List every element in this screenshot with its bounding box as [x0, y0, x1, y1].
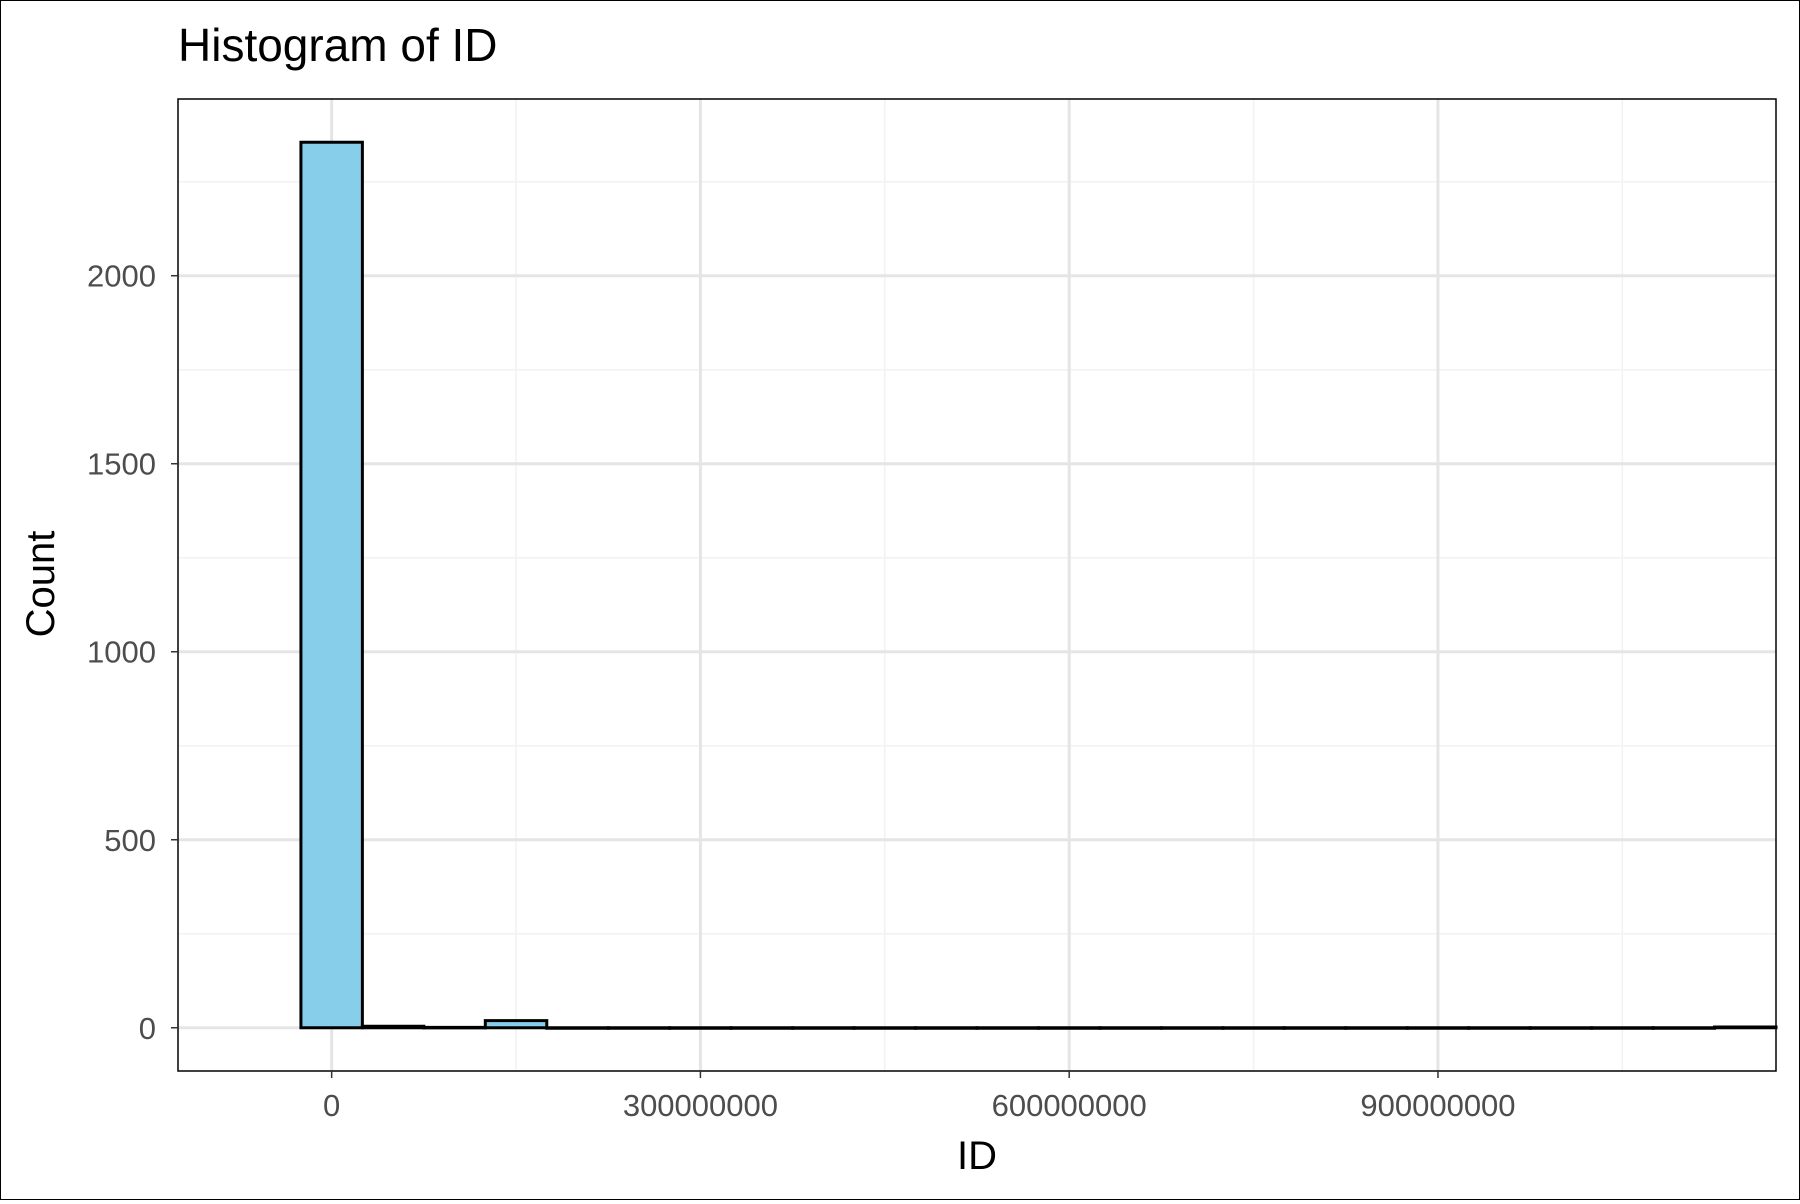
x-tick-label: 0 — [323, 1088, 340, 1123]
histogram-bar — [1651, 1026, 1717, 1030]
x-tick-label: 600000000 — [992, 1088, 1147, 1123]
histogram-bar — [975, 1026, 1040, 1030]
histogram-bar — [360, 1024, 426, 1030]
minor-gridlines — [178, 99, 1776, 1071]
histogram-bar — [1528, 1026, 1594, 1030]
x-tick-label: 900000000 — [1360, 1088, 1515, 1123]
histogram-bar — [483, 1019, 549, 1030]
histogram-bar — [1221, 1026, 1286, 1030]
y-axis-ticks: 0 500 1000 1500 2000 — [87, 259, 178, 1046]
histogram-bar — [914, 1026, 979, 1030]
histogram-bar — [791, 1026, 856, 1030]
y-tick-label: 1000 — [87, 635, 156, 670]
y-tick-label: 500 — [104, 823, 156, 858]
histogram-bar — [1098, 1026, 1163, 1030]
histogram-bar — [1036, 1026, 1102, 1030]
histogram-bar — [1467, 1026, 1532, 1030]
histogram-bar — [299, 140, 364, 1030]
y-axis-title: Count — [19, 531, 63, 638]
histogram-bar — [1405, 1026, 1471, 1030]
y-tick-label: 1500 — [87, 447, 156, 482]
histogram-bar — [1159, 1026, 1225, 1030]
histogram-bar — [729, 1026, 795, 1030]
x-axis-ticks: 0 300000000 600000000 900000000 — [323, 1071, 1516, 1123]
histogram-bar — [1713, 1025, 1778, 1030]
x-tick-label: 300000000 — [623, 1088, 778, 1123]
histogram-bar — [1590, 1026, 1655, 1030]
histogram-bar — [422, 1025, 487, 1030]
histogram-bar — [1282, 1026, 1348, 1030]
y-tick-label: 2000 — [87, 259, 156, 294]
histogram-bar — [606, 1026, 672, 1030]
histogram-bar — [545, 1026, 610, 1030]
plot-panel-border — [177, 98, 1777, 1072]
chart-title: Histogram of ID — [178, 19, 498, 71]
histogram-bar — [668, 1026, 733, 1030]
y-tick-label: 0 — [139, 1011, 156, 1046]
x-axis-title: ID — [957, 1134, 997, 1178]
major-gridlines — [178, 99, 1776, 1071]
histogram-bar — [1344, 1026, 1409, 1030]
histogram-bar — [852, 1026, 918, 1030]
histogram-bars — [299, 140, 1778, 1030]
